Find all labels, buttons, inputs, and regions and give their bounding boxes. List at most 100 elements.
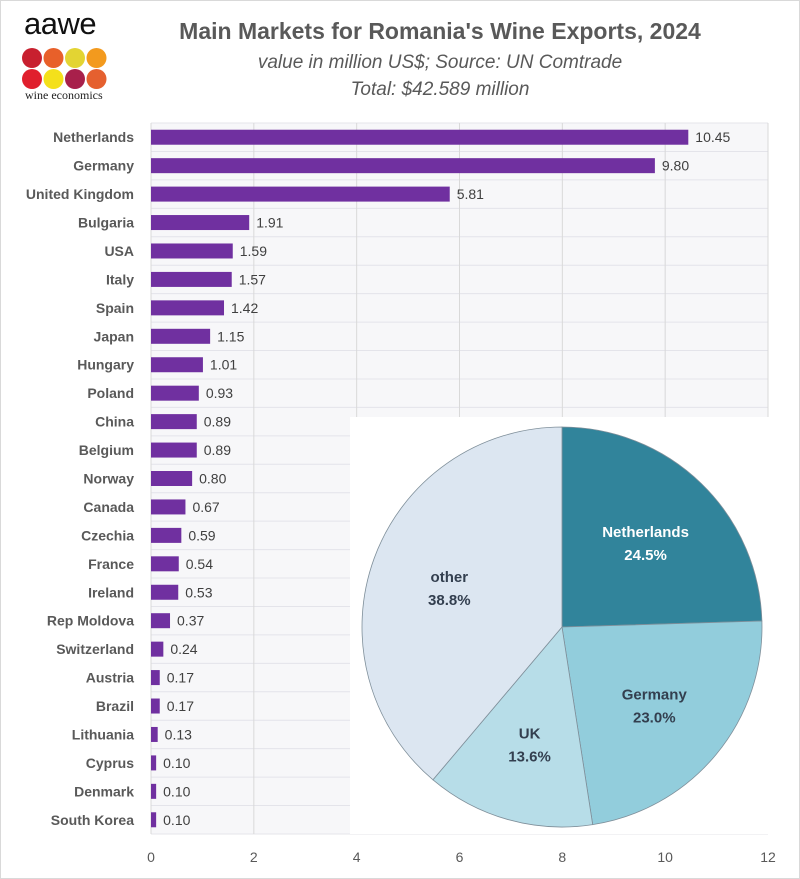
bar-value-label: 0.93 bbox=[206, 385, 233, 401]
pie-slice-percent: 24.5% bbox=[624, 547, 667, 564]
x-tick-label: 0 bbox=[147, 849, 155, 865]
pie-slice-percent: 38.8% bbox=[428, 592, 471, 609]
logo-dot bbox=[65, 69, 85, 89]
bar-value-label: 5.81 bbox=[457, 186, 484, 202]
bar bbox=[151, 783, 157, 799]
bar-value-label: 0.13 bbox=[165, 726, 192, 742]
x-tick-label: 4 bbox=[353, 849, 361, 865]
pie-slice-label: Netherlands bbox=[602, 524, 689, 541]
category-label: Italy bbox=[106, 271, 134, 287]
bar bbox=[151, 271, 232, 287]
bar-value-label: 1.91 bbox=[256, 215, 283, 231]
bar bbox=[151, 812, 157, 828]
bar-value-label: 0.10 bbox=[163, 812, 190, 828]
bar-value-label: 1.59 bbox=[240, 243, 267, 259]
bar bbox=[151, 670, 160, 686]
bar bbox=[151, 328, 211, 344]
bar-value-label: 1.01 bbox=[210, 357, 237, 373]
pie-slice-uk bbox=[432, 626, 594, 828]
bar bbox=[151, 129, 689, 145]
category-label: France bbox=[88, 556, 134, 572]
logo-dot bbox=[22, 48, 42, 68]
bar bbox=[151, 584, 179, 600]
category-label: Norway bbox=[83, 471, 134, 487]
bar bbox=[151, 641, 164, 657]
category-label: Canada bbox=[83, 499, 134, 515]
pie-slice-percent: 23.0% bbox=[633, 710, 676, 727]
category-label: Spain bbox=[96, 300, 134, 316]
bar bbox=[151, 158, 655, 174]
x-tick-label: 12 bbox=[760, 849, 776, 865]
category-label: Bulgaria bbox=[78, 215, 134, 231]
category-label: South Korea bbox=[51, 812, 134, 828]
bar-value-label: 0.10 bbox=[163, 755, 190, 771]
pie-slice-label: Germany bbox=[622, 687, 688, 704]
bar bbox=[151, 499, 186, 515]
category-label: Netherlands bbox=[53, 129, 134, 145]
x-tick-label: 2 bbox=[250, 849, 258, 865]
category-label: United Kingdom bbox=[26, 186, 134, 202]
bar bbox=[151, 215, 250, 231]
logo-dot bbox=[43, 48, 64, 68]
category-label: China bbox=[95, 414, 134, 430]
logo-dots bbox=[22, 48, 107, 89]
bar bbox=[151, 186, 450, 202]
bar bbox=[151, 414, 197, 430]
logo-subtitle: wine economics bbox=[25, 88, 103, 102]
bar-value-label: 0.67 bbox=[192, 499, 219, 515]
chart-title: Main Markets for Romania's Wine Exports,… bbox=[179, 18, 701, 44]
category-label: Austria bbox=[86, 670, 134, 686]
category-label: Switzerland bbox=[56, 641, 134, 657]
logo-dot bbox=[22, 69, 42, 89]
bar-value-label: 10.45 bbox=[695, 129, 730, 145]
bar-value-label: 9.80 bbox=[662, 158, 689, 174]
bar bbox=[151, 243, 233, 259]
bar-value-label: 0.24 bbox=[170, 641, 197, 657]
pie-slice-germany bbox=[561, 620, 763, 826]
pie-slice-label: UK bbox=[519, 726, 541, 743]
pie-slice-netherlands bbox=[561, 426, 763, 628]
bar bbox=[151, 385, 199, 401]
bar-value-label: 0.89 bbox=[204, 414, 231, 430]
category-label: Ireland bbox=[88, 584, 134, 600]
category-label: Japan bbox=[94, 328, 134, 344]
aawe-logo: aawe wine economics bbox=[22, 6, 122, 104]
bar-value-label: 0.89 bbox=[204, 442, 231, 458]
bar bbox=[151, 357, 203, 373]
logo-dot bbox=[43, 69, 64, 89]
x-tick-label: 10 bbox=[657, 849, 673, 865]
pie-slice-percent: 13.6% bbox=[508, 749, 551, 766]
bar-value-label: 0.17 bbox=[167, 670, 194, 686]
logo-dot bbox=[65, 48, 85, 68]
bar-value-label: 0.54 bbox=[186, 556, 213, 572]
chart-subtitle: value in million US$; Source: UN Comtrad… bbox=[257, 52, 623, 73]
category-label: Hungary bbox=[77, 357, 134, 373]
logo-dot bbox=[86, 69, 107, 89]
bar bbox=[151, 442, 197, 458]
bar-value-label: 0.17 bbox=[167, 698, 194, 714]
bar bbox=[151, 300, 225, 316]
logo-wordmark: aawe bbox=[24, 6, 97, 41]
category-label: Belgium bbox=[79, 442, 134, 458]
bar-value-label: 0.53 bbox=[185, 584, 212, 600]
bar-value-label: 0.10 bbox=[163, 783, 190, 799]
bar bbox=[151, 613, 171, 629]
pie-slice-other bbox=[361, 426, 563, 781]
x-tick-label: 6 bbox=[456, 849, 464, 865]
chart-total: Total: $42.589 million bbox=[350, 79, 530, 100]
bar-value-label: 1.42 bbox=[231, 300, 258, 316]
logo-dot bbox=[86, 48, 107, 68]
bar-value-label: 1.15 bbox=[217, 328, 244, 344]
category-label: USA bbox=[104, 243, 134, 259]
bar-value-label: 0.80 bbox=[199, 471, 226, 487]
category-label: Germany bbox=[73, 158, 134, 174]
bar bbox=[151, 698, 160, 714]
category-label: Czechia bbox=[81, 527, 134, 543]
bar-value-label: 0.37 bbox=[177, 613, 204, 629]
category-label: Poland bbox=[87, 385, 134, 401]
category-label: Rep Moldova bbox=[47, 613, 134, 629]
bar bbox=[151, 471, 193, 486]
pie-slice-label: other bbox=[431, 569, 469, 586]
bar bbox=[151, 726, 158, 742]
category-label: Denmark bbox=[74, 783, 134, 799]
